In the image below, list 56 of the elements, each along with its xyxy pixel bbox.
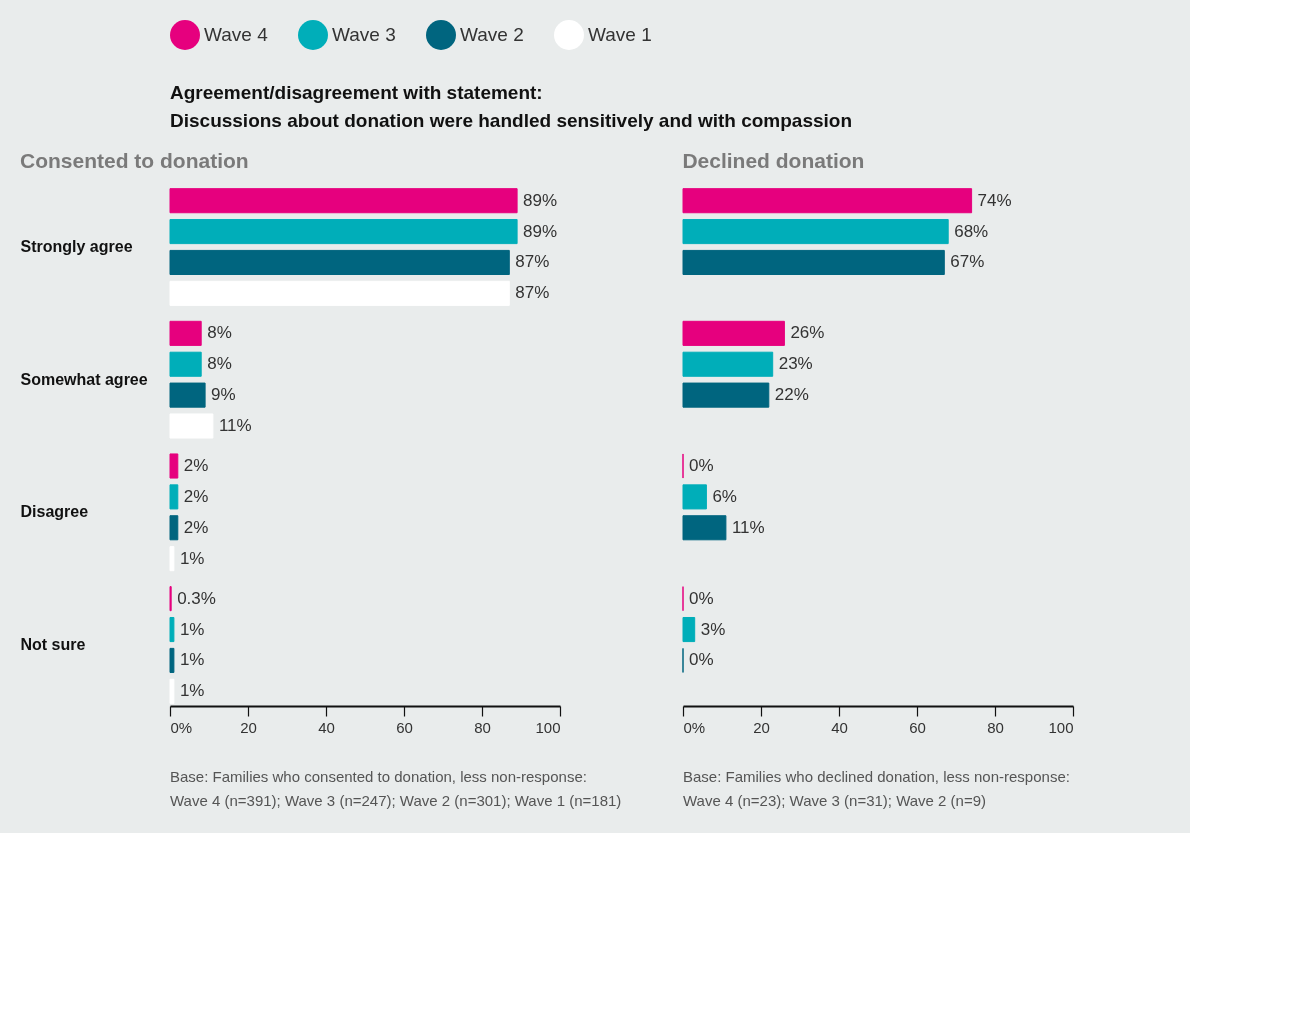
x-tick-label: 20	[240, 718, 257, 736]
y-tick-label: Strongly agree	[20, 238, 133, 256]
data-label: 8%	[207, 354, 232, 374]
data-label: 22%	[774, 385, 809, 405]
data-label: 1%	[179, 619, 205, 639]
data-label: 87%	[515, 252, 550, 272]
x-tick-label: 0%	[170, 718, 193, 736]
x-tick-label: 40	[318, 718, 335, 736]
y-tick-label: Somewhat agree	[20, 370, 148, 388]
data-label: 2%	[183, 517, 209, 537]
data-label: 6%	[712, 486, 737, 506]
data-label: 1%	[179, 650, 205, 670]
data-label: 1%	[179, 548, 205, 568]
data-label: 1%	[179, 681, 205, 701]
data-label: 0%	[689, 650, 714, 670]
x-tick-label: 60	[396, 718, 413, 736]
legend-label: Wave 2	[460, 24, 524, 45]
x-tick-label: 100	[1048, 718, 1074, 736]
x-tick-label: 60	[909, 718, 926, 736]
text: Agreement/disagreement with statement:	[170, 82, 543, 103]
data-label: 2%	[183, 456, 209, 475]
data-label: 8%	[207, 323, 232, 343]
data-label: 2%	[183, 486, 209, 506]
data-label: 0%	[689, 456, 714, 475]
x-tick-label: 40	[831, 718, 848, 736]
data-label: 68%	[954, 221, 989, 241]
legend-label: Wave 3	[332, 24, 396, 45]
y-tick-label: Disagree	[20, 503, 89, 521]
y-tick-label: Not sure	[20, 635, 86, 653]
x-tick-label: 100	[535, 718, 561, 736]
text: Wave 4 (n=391); Wave 3 (n=247); Wave 2 (n=301); Wave 1 (n=181)	[170, 792, 622, 809]
x-tick-label: 20	[753, 718, 770, 736]
data-label: 0%	[689, 588, 714, 608]
data-label: 11%	[218, 416, 252, 435]
data-label: 11%	[731, 517, 765, 537]
text: Discussions about donation were handled sensitively and with compassion	[170, 110, 853, 131]
data-label: 3%	[700, 619, 726, 639]
legend-label: Wave 4	[204, 24, 269, 45]
data-label: 67%	[950, 252, 985, 272]
chart-title: Declined donation	[682, 149, 865, 172]
x-tick-label: 80	[474, 718, 491, 736]
x-tick-label: 80	[987, 718, 1004, 736]
data-label: 0.3%	[177, 588, 216, 608]
data-label: 9%	[211, 385, 236, 405]
data-label: 89%	[523, 221, 558, 241]
legend-label: Wave 1	[588, 24, 652, 45]
data-label: 87%	[515, 283, 550, 303]
x-tick-label: 0%	[683, 718, 706, 736]
data-label: 23%	[778, 354, 813, 374]
text: Base: Families who consented to donation, less non-response:	[170, 768, 587, 785]
text: Base: Families who declined donation, less non-response:	[683, 768, 1070, 785]
data-label: 26%	[790, 323, 825, 343]
text: Wave 4 (n=23); Wave 3 (n=31); Wave 2 (n=9)	[683, 792, 987, 809]
chart-title: Consented to donation	[20, 149, 249, 172]
data-label: 89%	[523, 190, 558, 210]
data-label: 74%	[977, 190, 1012, 210]
